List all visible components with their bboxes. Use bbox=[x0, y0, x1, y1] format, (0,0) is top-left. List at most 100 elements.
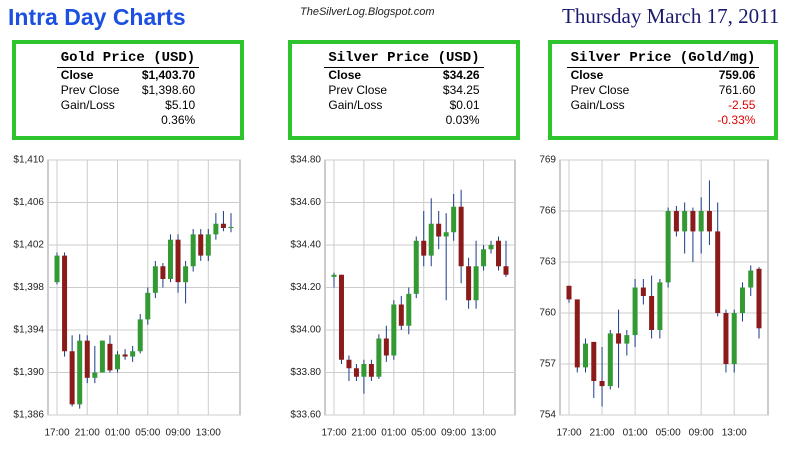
x-tick-label: 17:00 bbox=[321, 428, 346, 439]
y-tick-label: $33.60 bbox=[290, 410, 321, 421]
candle-body bbox=[205, 234, 211, 256]
row-label: Prev Close bbox=[570, 83, 630, 97]
x-tick-label: 21:00 bbox=[75, 428, 100, 439]
summary-row: Close $1,403.70 bbox=[57, 68, 199, 84]
summary-row: Prev Close 761.60 bbox=[567, 83, 760, 98]
row-value: 0.03% bbox=[445, 113, 480, 127]
candle-body bbox=[99, 340, 105, 373]
candle-body bbox=[361, 364, 367, 377]
y-tick-label: $1,386 bbox=[13, 410, 44, 421]
row-label: Prev Close bbox=[328, 83, 388, 97]
y-tick-label: $34.20 bbox=[290, 282, 321, 293]
candle-body bbox=[657, 282, 663, 330]
y-tick-label: $1,402 bbox=[13, 240, 44, 251]
candle-body bbox=[607, 333, 613, 387]
plot-area bbox=[559, 159, 769, 416]
candle-body bbox=[406, 293, 412, 326]
summary-header: Silver Price (USD) bbox=[324, 50, 484, 68]
panel-title: Gold Price (USD) bbox=[56, 50, 200, 68]
candle-body bbox=[175, 239, 181, 283]
candle-body bbox=[451, 206, 457, 233]
candle-body bbox=[640, 287, 646, 296]
y-tick-label: $34.00 bbox=[290, 325, 321, 336]
x-tick-label: 01:00 bbox=[105, 428, 130, 439]
candle-body bbox=[69, 351, 75, 405]
x-tick-label: 09:00 bbox=[441, 428, 466, 439]
y-tick-label: $1,406 bbox=[13, 197, 44, 208]
summary-row: Gain/Loss $5.10 bbox=[57, 98, 199, 113]
candle-body bbox=[566, 285, 572, 300]
candle-body bbox=[92, 372, 98, 378]
candle-body bbox=[706, 211, 712, 232]
row-value: $5.10 bbox=[165, 98, 196, 112]
candle-body bbox=[346, 359, 352, 369]
candle-body bbox=[183, 266, 189, 283]
candle-body bbox=[715, 231, 721, 313]
y-tick-label: 754 bbox=[539, 410, 556, 421]
row-label: Close bbox=[328, 68, 362, 82]
row-value: 0.36% bbox=[161, 113, 196, 127]
y-tick-label: $33.80 bbox=[290, 367, 321, 378]
candle-body bbox=[649, 296, 655, 330]
y-tick-label: $34.60 bbox=[290, 197, 321, 208]
candle-body bbox=[122, 354, 128, 357]
x-tick-label: 01:00 bbox=[623, 428, 648, 439]
candle-body bbox=[503, 266, 509, 275]
candle-body bbox=[220, 223, 226, 228]
candle-body bbox=[748, 270, 754, 288]
row-value: $0.01 bbox=[449, 98, 480, 112]
y-tick-label: 766 bbox=[539, 206, 556, 217]
x-tick-label: 17:00 bbox=[44, 428, 69, 439]
panel-title: Silver Price (USD) bbox=[324, 50, 484, 68]
candle-body bbox=[198, 234, 204, 256]
summary-row: Prev Close $1,398.60 bbox=[57, 83, 199, 98]
candle-body bbox=[436, 223, 442, 237]
row-value: $1,398.60 bbox=[141, 83, 196, 97]
candle-body bbox=[160, 266, 166, 279]
candle-body bbox=[130, 351, 136, 357]
summary-table: Silver Price (Gold/mg) Close 759.06 Prev Cl… bbox=[566, 50, 760, 128]
x-tick-label: 13:00 bbox=[196, 428, 221, 439]
candle-body bbox=[167, 239, 173, 279]
y-tick-label: $34.40 bbox=[290, 240, 321, 251]
summary-row: -0.33% bbox=[567, 113, 760, 128]
candle-body bbox=[574, 299, 580, 368]
summary-table: Gold Price (USD) Close $1,403.70 Prev Close… bbox=[56, 50, 200, 128]
candle-body bbox=[690, 211, 696, 232]
y-tick-label: $1,410 bbox=[13, 155, 44, 166]
summary-row: Close $34.26 bbox=[324, 68, 483, 84]
row-label bbox=[57, 113, 131, 128]
row-value: $34.25 bbox=[442, 83, 480, 97]
candle-body bbox=[599, 381, 605, 387]
candle-body bbox=[54, 255, 60, 283]
y-tick-label: 757 bbox=[539, 359, 556, 370]
candle-body bbox=[137, 319, 143, 352]
candle-body bbox=[145, 292, 151, 320]
candle-body bbox=[338, 274, 344, 360]
candle-body bbox=[107, 343, 113, 371]
row-value: -2.55 bbox=[728, 98, 756, 112]
candle-body bbox=[391, 304, 397, 356]
x-tick-label: 21:00 bbox=[351, 428, 376, 439]
candle-body bbox=[698, 211, 704, 232]
summary-row: 0.03% bbox=[324, 113, 483, 128]
summary-header: Gold Price (USD) bbox=[56, 50, 200, 68]
date: Thursday March 17, 2011 bbox=[562, 4, 780, 28]
candle-body bbox=[616, 333, 622, 344]
summary-panel: Silver Price (USD) Close $34.26 Prev Close $… bbox=[288, 40, 520, 140]
row-label: Close bbox=[570, 68, 604, 82]
candle-body bbox=[473, 266, 479, 301]
row-label: Gain/Loss bbox=[570, 98, 625, 112]
candle-body bbox=[756, 268, 762, 329]
summary-row: 0.36% bbox=[57, 113, 199, 128]
page-title: Intra Day Charts bbox=[8, 4, 186, 30]
candle-body bbox=[413, 240, 419, 294]
x-tick-label: 21:00 bbox=[590, 428, 615, 439]
candle-body bbox=[398, 304, 404, 326]
candle-body bbox=[673, 211, 679, 232]
x-tick-label: 09:00 bbox=[166, 428, 191, 439]
row-value: $34.26 bbox=[442, 68, 480, 82]
x-tick-label: 13:00 bbox=[722, 428, 747, 439]
y-tick-label: $34.80 bbox=[290, 155, 321, 166]
summary-panel: Silver Price (Gold/mg) Close 759.06 Prev Cl… bbox=[548, 40, 778, 140]
